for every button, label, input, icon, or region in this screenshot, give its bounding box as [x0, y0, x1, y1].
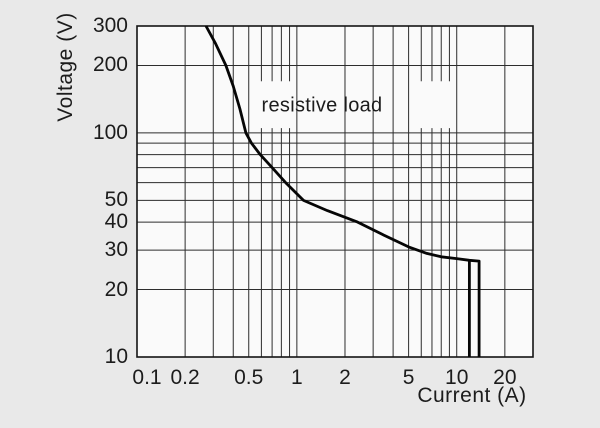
y-tick-label: 100 [92, 120, 128, 144]
y-tick-label: 300 [92, 14, 128, 37]
resistive-load-curve [204, 25, 481, 357]
x-tick-label: 2 [339, 366, 351, 389]
y-tick-label: 10 [104, 345, 128, 368]
y-tick-label: 200 [92, 53, 128, 77]
y-tick-label: 40 [104, 210, 128, 234]
y-tick-label: 30 [104, 238, 128, 262]
x-tick-label: 5 [402, 366, 415, 389]
x-tick-label: 0.2 [170, 366, 200, 389]
x-tick-label: 20 [493, 366, 517, 389]
curve-annotation: resistive load [261, 94, 383, 117]
x-tick-label: 0.1 [132, 366, 162, 389]
plot-area [137, 26, 533, 357]
y-tick-label: 50 [104, 188, 128, 212]
x-axis-title: Current (A) [417, 384, 527, 407]
x-tick-label: 0.5 [234, 366, 264, 389]
plot-frame [136, 25, 534, 358]
x-tick-label: 1 [291, 366, 303, 389]
y-tick-label: 20 [104, 277, 128, 301]
x-tick-label: 10 [445, 366, 469, 389]
